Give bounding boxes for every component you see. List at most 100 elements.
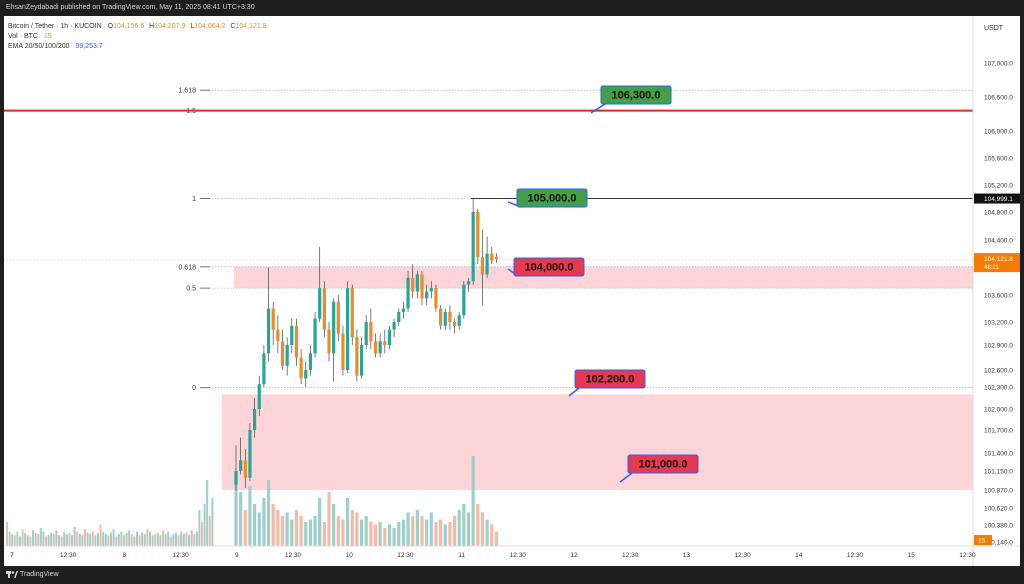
legend-high-label: H xyxy=(149,23,154,30)
y-tick-label: 105,200.0 xyxy=(984,183,1013,190)
volume-bar xyxy=(8,531,11,546)
volume-bar xyxy=(138,535,141,546)
volume-bar xyxy=(193,534,196,546)
x-tick-label: 12:30 xyxy=(847,552,864,559)
target-label: 104,000.0 xyxy=(525,262,574,274)
volume-bar xyxy=(37,534,40,546)
candle-body xyxy=(318,288,322,319)
volume-bar xyxy=(125,532,128,546)
volume-bar xyxy=(39,528,42,546)
y-tick-label: 105,600.0 xyxy=(984,156,1013,163)
candle-body xyxy=(350,288,354,338)
volume-bar xyxy=(172,534,175,546)
x-tick-label: 9 xyxy=(235,552,239,559)
fib-label: 0 xyxy=(192,385,196,392)
x-tick-label: 15 xyxy=(908,552,916,559)
price-tags: 104,999.1 104,121.8 48:21 15 xyxy=(974,193,1020,545)
demand-zone xyxy=(234,266,973,289)
volume-bar xyxy=(55,530,58,546)
volume-bar xyxy=(443,524,447,546)
volume-bar xyxy=(16,531,19,546)
volume-bar xyxy=(234,474,238,546)
current-price-label: 104,121.8 xyxy=(984,256,1013,263)
candle-body xyxy=(304,370,308,379)
y-tick-label: 100,140.0 xyxy=(984,540,1013,547)
volume-bar xyxy=(180,531,183,546)
candle-body xyxy=(276,329,280,342)
candle-body xyxy=(308,353,312,370)
target-box xyxy=(513,257,585,277)
x-tick-label: 10 xyxy=(346,552,354,559)
volume-bar xyxy=(47,535,50,546)
volume-bar xyxy=(448,522,452,546)
targets-layer: 106,300.0 105,000.0 104,000.0 102,200.0 101,… xyxy=(507,85,699,483)
volume-bar xyxy=(411,516,415,546)
volume-bar xyxy=(190,530,193,546)
volume-bar xyxy=(304,522,308,546)
x-tick-label: 13 xyxy=(683,552,691,559)
candle-body xyxy=(355,337,359,376)
y-tick-label: 102,900.0 xyxy=(984,343,1013,350)
volume-bar xyxy=(397,522,401,546)
volume-bar xyxy=(425,519,429,546)
volume-bar xyxy=(299,516,303,546)
candle-body xyxy=(262,353,266,385)
volume-bar xyxy=(117,534,120,546)
volume-bar xyxy=(332,504,336,546)
x-tick-label: 7 xyxy=(10,552,14,559)
x-tick-label: 12:30 xyxy=(959,552,976,559)
volume-bar xyxy=(58,535,60,546)
x-tick-label: 12:30 xyxy=(172,552,189,559)
x-tick-label: 12:30 xyxy=(510,552,527,559)
x-axis-ticks: 7 12:30 8 12:30 9 12:30 10 12:30 11 12:30 12 12:30 1… xyxy=(10,552,976,559)
volume-bar xyxy=(21,529,24,546)
volume-layer xyxy=(6,456,498,546)
y-tick-label: 101,400.0 xyxy=(984,451,1013,458)
volume-bar xyxy=(154,534,157,546)
x-tick-label: 12:30 xyxy=(60,552,77,559)
volume-bar xyxy=(206,480,209,546)
volume-bar xyxy=(276,510,280,546)
volume-bar xyxy=(81,535,84,546)
volume-bar xyxy=(494,531,498,546)
candle-body xyxy=(411,277,415,292)
volume-bar xyxy=(318,498,322,546)
volume-bar xyxy=(11,534,14,546)
volume-bar xyxy=(130,534,133,546)
x-tick-label: 11 xyxy=(458,552,465,559)
candle-body xyxy=(443,311,447,326)
candle-body xyxy=(336,301,340,334)
volume-tag-label: 15 xyxy=(978,538,986,545)
candle-body xyxy=(462,284,466,316)
volume-bar xyxy=(308,519,312,546)
volume-bar xyxy=(195,531,198,546)
candle-body xyxy=(471,212,475,282)
candle-body xyxy=(239,460,243,471)
volume-bar xyxy=(6,522,8,546)
volume-bar xyxy=(104,534,107,546)
volume-bar xyxy=(175,532,177,546)
candle-body xyxy=(290,325,294,345)
volume-bar xyxy=(32,530,34,546)
volume-bar xyxy=(266,480,271,546)
legend-open-label: O xyxy=(108,23,114,30)
volume-bar xyxy=(201,522,203,546)
legend-high-value: 104,207.9 xyxy=(154,23,185,30)
x-tick-label: 12:30 xyxy=(397,552,414,559)
volume-bar xyxy=(45,536,47,546)
y-axis-ticks: 107,000.0 106,500.0 106,000.0 105,600.0 105,… xyxy=(984,61,1013,547)
candle-body xyxy=(494,256,498,260)
volume-bar xyxy=(359,519,364,546)
svg-text:Vol · BTC 15: Vol · BTC 15 xyxy=(8,33,52,40)
y-tick-label: 104,400.0 xyxy=(984,238,1013,245)
volume-bar xyxy=(68,532,71,546)
volume-bar xyxy=(387,524,392,546)
volume-bar xyxy=(167,531,170,546)
volume-tag xyxy=(974,535,992,545)
candle-body xyxy=(466,281,471,285)
legend-close-label: C xyxy=(230,23,235,30)
x-tick-label: 12:30 xyxy=(285,552,302,559)
candle-body xyxy=(359,345,364,376)
volume-bar xyxy=(208,516,211,546)
